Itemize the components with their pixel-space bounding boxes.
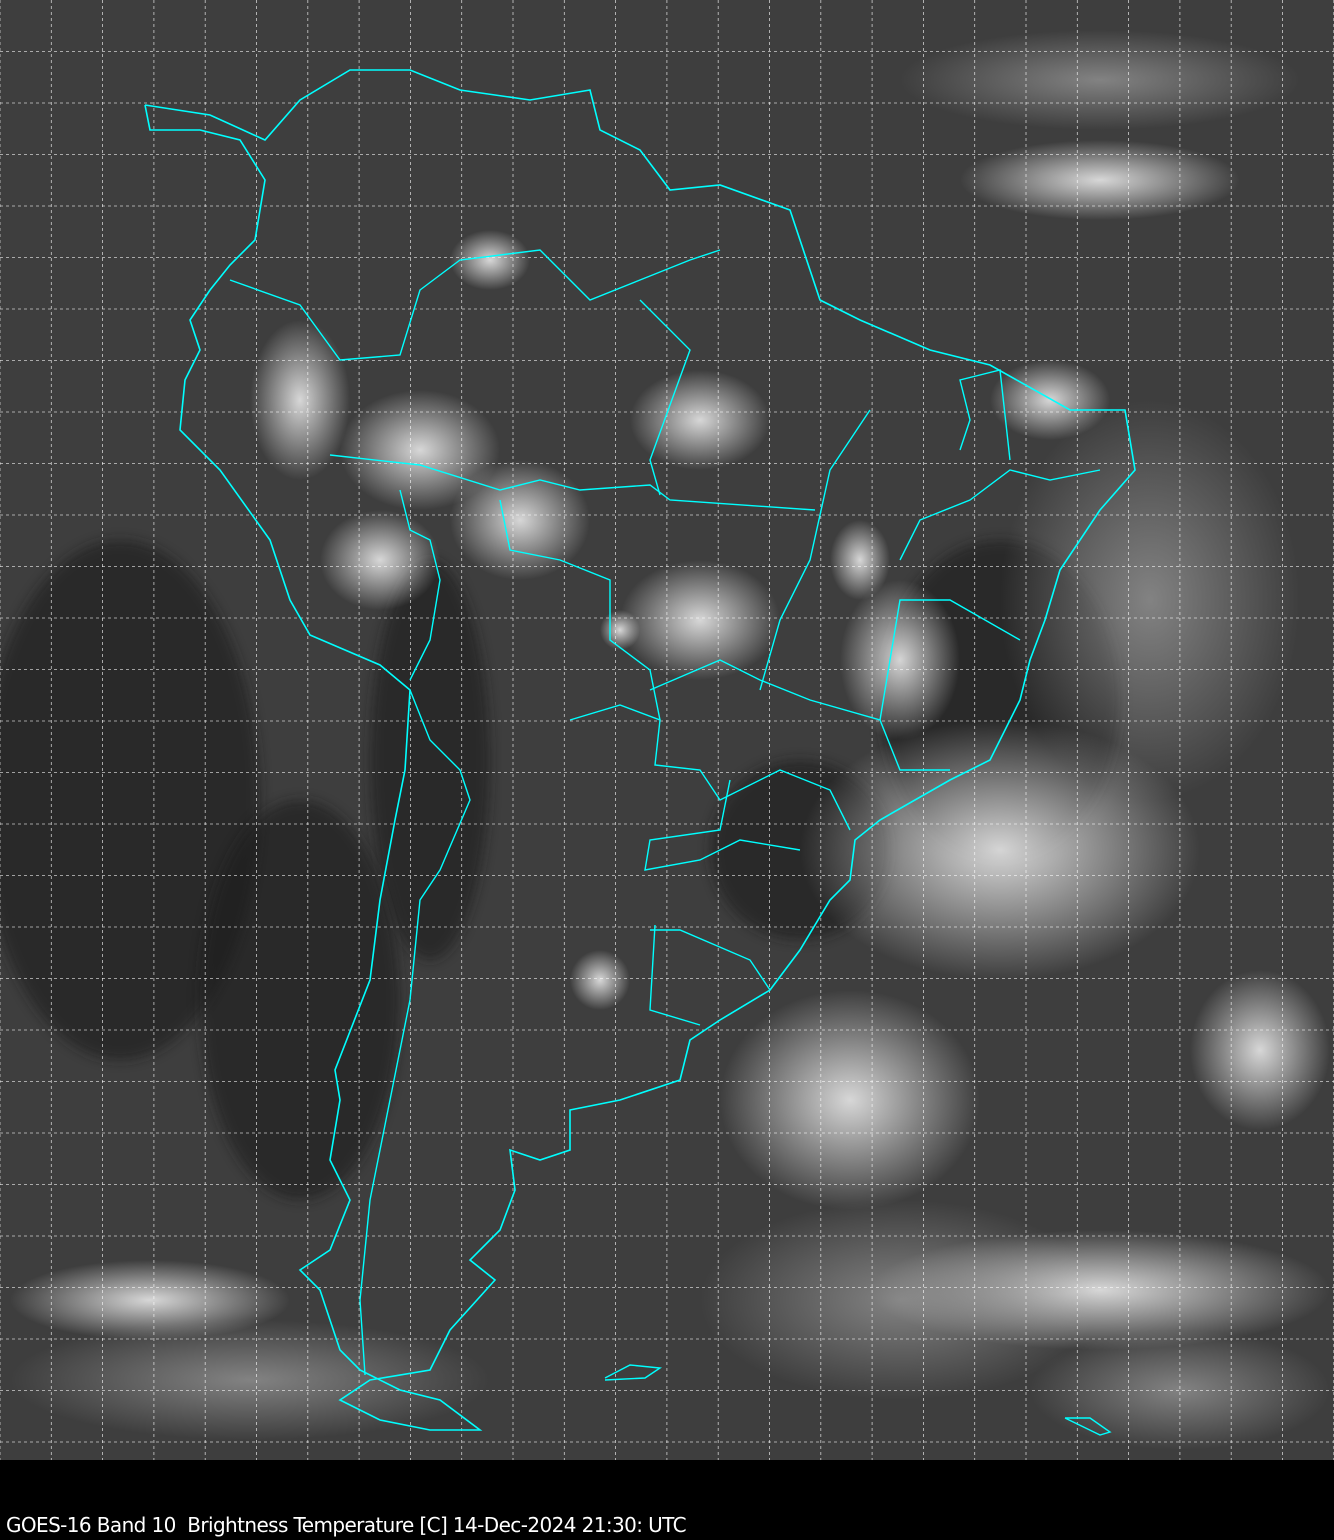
- clear-sky-region: [200, 800, 400, 1200]
- coastline: [144, 69, 1136, 1431]
- country-border: [399, 489, 441, 681]
- country-border: [644, 779, 801, 871]
- cloud: [570, 950, 630, 1010]
- cloud: [1190, 970, 1330, 1130]
- cloud: [1030, 1330, 1330, 1450]
- country-border: [959, 369, 1011, 461]
- country-border: [649, 924, 701, 1026]
- coastlines-borders: [144, 69, 1136, 1436]
- cloud: [630, 370, 770, 470]
- cloud: [10, 1320, 490, 1440]
- country-border: [229, 249, 721, 361]
- cloud: [320, 510, 440, 610]
- country-border: [650, 929, 771, 991]
- country-border: [499, 499, 661, 721]
- clear-sky-region: [0, 540, 260, 1060]
- country-border: [359, 689, 471, 1376]
- country-border: [899, 469, 1101, 561]
- satellite-image: [0, 0, 1334, 1460]
- cloud: [450, 460, 590, 580]
- country-border: [759, 409, 871, 691]
- country-border: [649, 659, 950, 771]
- country-border: [569, 704, 851, 831]
- cloud: [900, 30, 1300, 130]
- country-border: [879, 599, 1021, 721]
- cloud: [450, 230, 530, 290]
- cloud: [10, 1260, 290, 1340]
- cloud-layer: [0, 30, 1330, 1450]
- cloud: [990, 360, 1110, 440]
- clear-sky-region: [370, 560, 490, 960]
- lat-lon-grid: [0, 0, 1334, 1460]
- falkland-islands-outline: [604, 1364, 663, 1381]
- south-georgia-outline: [1064, 1417, 1112, 1436]
- cloud: [250, 320, 350, 480]
- cloud: [1000, 400, 1300, 800]
- cloud: [340, 390, 500, 510]
- image-caption: GOES-16 Band 10 Brightness Temperature […: [6, 1513, 687, 1537]
- cloud: [830, 520, 890, 600]
- cloud: [700, 1200, 1100, 1400]
- cloud: [600, 610, 640, 650]
- cloud: [960, 140, 1240, 220]
- cloud: [720, 990, 980, 1210]
- country-border: [329, 454, 816, 511]
- country-border: [639, 299, 691, 496]
- cloud: [620, 560, 780, 680]
- cloud: [840, 580, 960, 740]
